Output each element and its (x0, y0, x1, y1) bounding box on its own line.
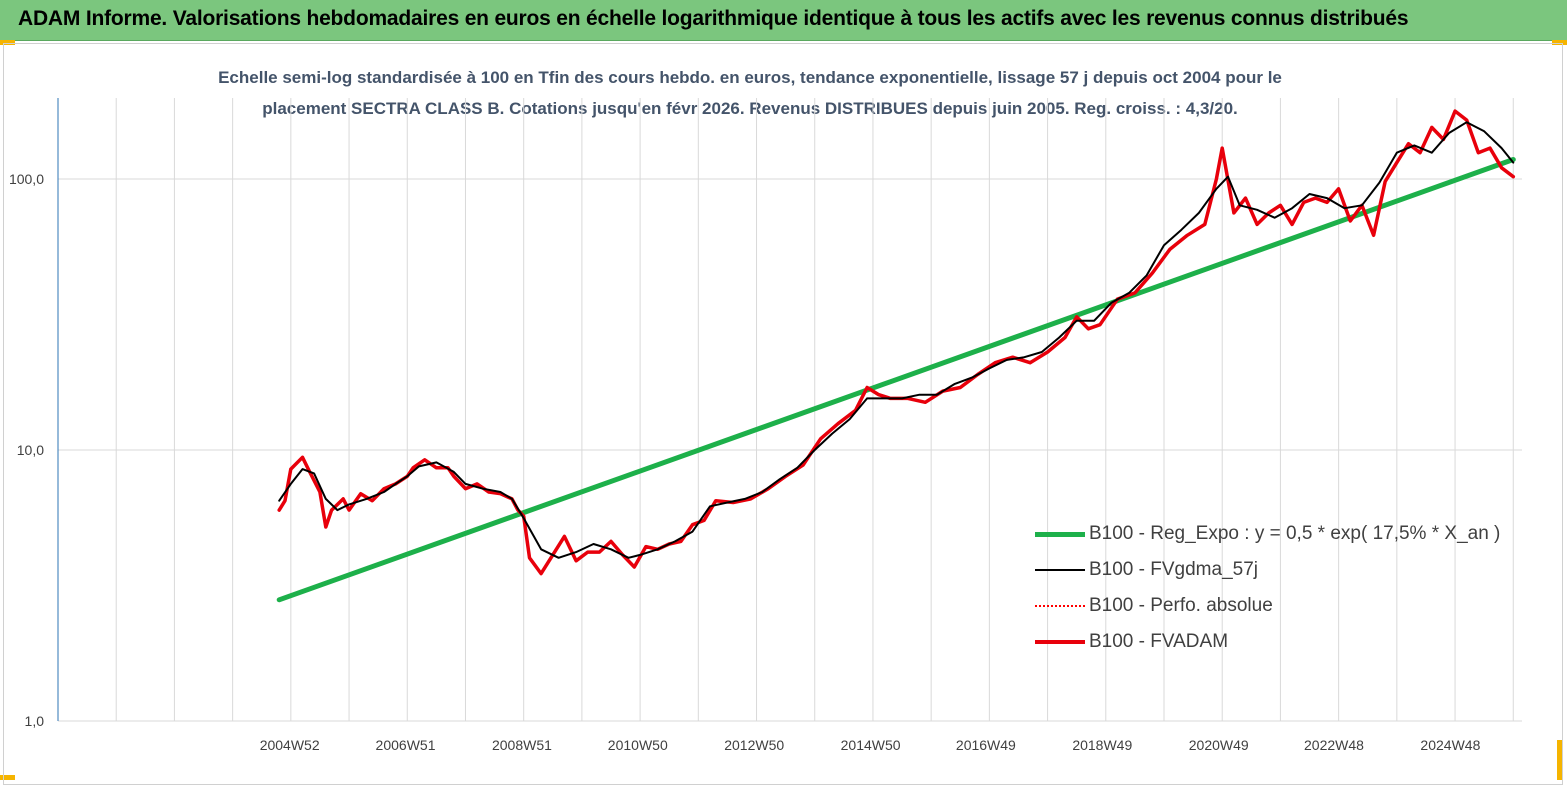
chart-legend: B100 - Reg_Expo : y = 0,5 * exp( 17,5% *… (1035, 516, 1500, 660)
x-tick-label: 2008W51 (492, 737, 552, 753)
legend-swatch-fvadam (1035, 640, 1085, 644)
y-tick-label: 10,0 (17, 442, 44, 458)
corner-marker-bottom-right (1557, 740, 1563, 780)
corner-marker-top-left (0, 40, 15, 45)
x-tick-label: 2012W50 (724, 737, 784, 753)
corner-marker-bottom-left (0, 775, 15, 780)
legend-item-regression: B100 - Reg_Expo : y = 0,5 * exp( 17,5% *… (1035, 516, 1500, 552)
series-layer (276, 109, 1516, 603)
x-tick-label: 2010W50 (608, 737, 668, 753)
x-tick-label: 2014W50 (841, 737, 901, 753)
legend-label-fvadam: B100 - FVADAM (1089, 631, 1229, 652)
legend-label-regression: B100 - Reg_Expo : y = 0,5 * exp( 17,5% *… (1089, 523, 1501, 544)
legend-item-perf: B100 - Perfo. absolue (1035, 588, 1500, 624)
x-tick-label: 2006W51 (376, 737, 436, 753)
x-tick-label: 2018W49 (1072, 737, 1132, 753)
legend-swatch-smoothed (1035, 569, 1085, 571)
title-banner: ADAM Informe. Valorisations hebdomadaire… (0, 0, 1567, 41)
corner-marker-top-right (1552, 40, 1567, 45)
chart-subtitle-line-2: placement SECTRA CLASS B. Cotations jusq… (262, 99, 1238, 118)
legend-swatch-regression (1035, 531, 1085, 537)
chart-subtitle-line-1: Echelle semi-log standardisée à 100 en T… (218, 68, 1282, 87)
legend-label-smoothed: B100 - FVgdma_57j (1089, 559, 1258, 580)
x-tick-label: 2004W52 (260, 737, 320, 753)
banner-title: ADAM Informe. Valorisations hebdomadaire… (18, 7, 1409, 30)
y-tick-label: 100,0 (9, 171, 44, 187)
series-line-smoothed (278, 121, 1515, 559)
tick-label-layer: 1,0 10,0 100,0 2004W52 2006W51 2008W51 2010W50… (9, 171, 1481, 753)
x-tick-label: 2022W48 (1304, 737, 1364, 753)
y-tick-label: 1,0 (25, 713, 45, 729)
legend-swatch-perf (1035, 605, 1085, 607)
x-tick-label: 2016W49 (956, 737, 1016, 753)
legend-label-perf: B100 - Perfo. absolue (1089, 595, 1273, 616)
chart-frame (3, 43, 1563, 785)
x-tick-label: 2020W49 (1189, 737, 1249, 753)
x-tick-label: 2024W48 (1420, 737, 1480, 753)
legend-item-smoothed: B100 - FVgdma_57j (1035, 552, 1500, 588)
series-line-regression (276, 157, 1516, 603)
series-line-fvadam (277, 109, 1516, 576)
legend-item-fvadam: B100 - FVADAM (1035, 624, 1500, 660)
